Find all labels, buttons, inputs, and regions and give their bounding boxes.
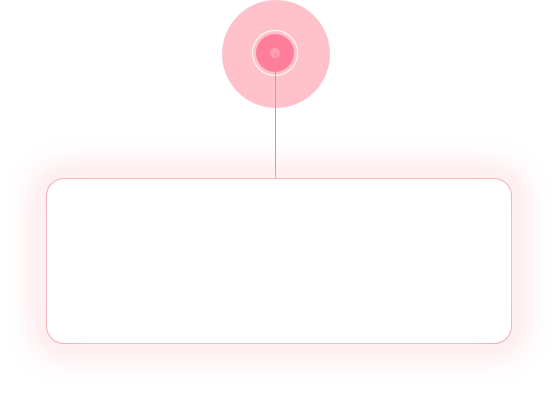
info-card-body bbox=[65, 197, 493, 325]
info-card bbox=[46, 178, 512, 344]
connector-line bbox=[275, 53, 277, 178]
